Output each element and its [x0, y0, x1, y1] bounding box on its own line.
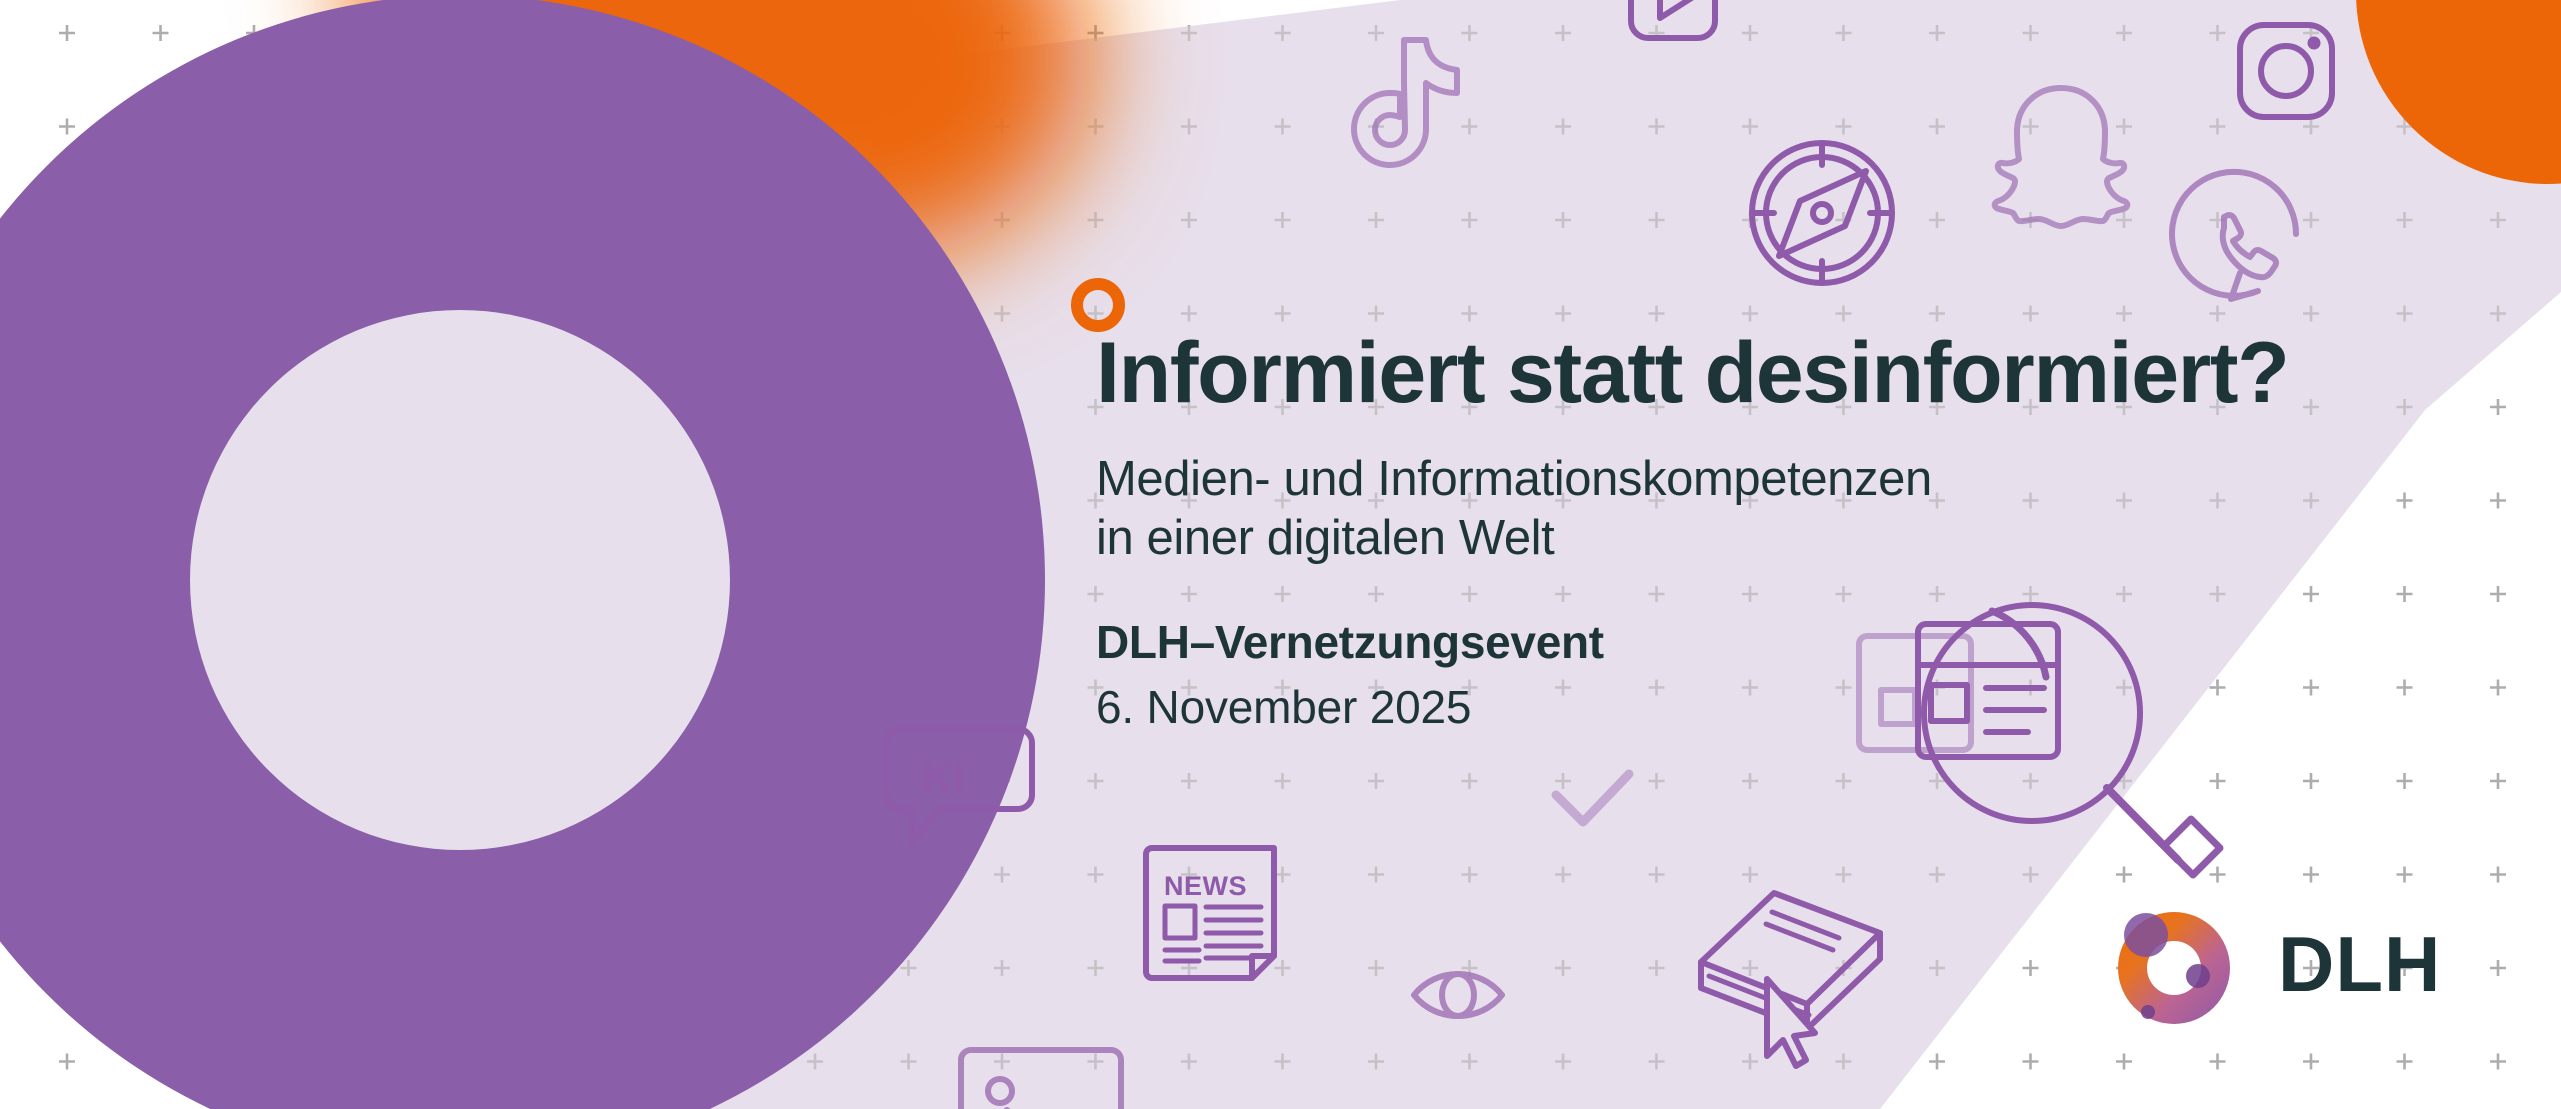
dlh-logo[interactable]: DLH: [2108, 898, 2458, 1030]
snapchat-ghost-icon: [1991, 85, 2131, 229]
purple-donut-shape: [0, 0, 1045, 1109]
ki-speech-bubble-icon: KI: [883, 726, 1035, 846]
news-document-icon: NEWS: [1143, 845, 1277, 981]
whatsapp-icon: [2169, 168, 2300, 302]
dlh-wordmark: DLH: [2278, 920, 2442, 1008]
compass-icon: [1749, 140, 1895, 286]
tiktok-icon: [1351, 37, 1460, 168]
subtitle-line-1: Medien- und Informationskompetenzen: [1096, 452, 1932, 506]
dlh-ring-logo-icon: [2108, 898, 2240, 1030]
news-label: NEWS: [1164, 871, 1247, 901]
ki-bubble-label: KI: [921, 754, 965, 803]
event-date: 6. November 2025: [1096, 680, 1472, 733]
instagram-icon: [2237, 22, 2335, 120]
orange-ring-bullet: [1071, 278, 1125, 332]
magnifier-article-icon: [1856, 602, 2224, 879]
headline-block: Informiert statt desinformiert? Medien- …: [1096, 330, 2436, 735]
subtitle-line-2: in einer digitalen Welt: [1096, 511, 1555, 566]
eye-icon: [1411, 971, 1505, 1019]
youtube-play-icon: [1628, 0, 1718, 41]
orange-circle-shape: [2356, 0, 2561, 184]
checkmark-icon: [1551, 769, 1634, 827]
image-placeholder-icon: [958, 1047, 1124, 1109]
event-label: DLH–Vernetzungsevent: [1096, 615, 1604, 668]
subtitle: Medien- und Informationskompetenzen in e…: [1096, 450, 2436, 569]
book-cursor-icon: [1698, 890, 1883, 1069]
page-title: Informiert statt desinformiert?: [1096, 325, 2290, 421]
